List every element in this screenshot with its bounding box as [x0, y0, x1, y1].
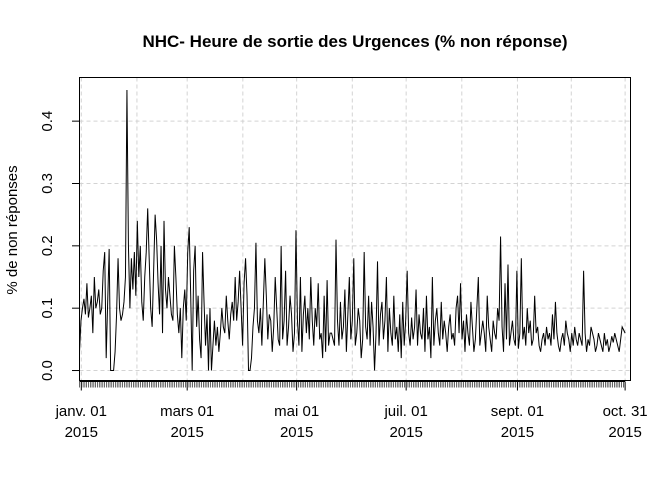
- x-tick-label-year: 2015: [389, 424, 422, 441]
- y-tick-label: 0.2: [39, 235, 56, 256]
- x-tick-label: mars 01: [160, 403, 214, 420]
- x-axis: janv. 01 2015 mars 01 2015 mai 01 2015 juil. 0…: [55, 381, 648, 441]
- x-tick-label: mai 01: [274, 403, 319, 420]
- y-tick-label: 0.0: [39, 360, 56, 381]
- x-tick-label-year: 2015: [170, 424, 203, 441]
- x-tick-label-year: 2015: [65, 424, 98, 441]
- y-axis-label: % de non réponses: [4, 165, 21, 294]
- x-tick-label: sept. 01: [491, 403, 544, 420]
- x-tick-label-year: 2015: [608, 424, 641, 441]
- x-tick-label: janv. 01: [55, 403, 107, 420]
- series-line: [79, 89, 626, 372]
- x-tick-label: oct. 31: [603, 403, 648, 420]
- x-tick-label-year: 2015: [280, 424, 313, 441]
- x-tick-label-year: 2015: [501, 424, 534, 441]
- y-tick-label: 0.4: [39, 111, 56, 132]
- x-tick-label: juil. 01: [383, 403, 427, 420]
- y-tick-label: 0.1: [39, 298, 56, 319]
- plot-frame: [79, 77, 631, 381]
- y-axis: 0.0 0.1 0.2 0.3 0.4: [39, 111, 80, 381]
- y-tick-label: 0.3: [39, 173, 56, 194]
- chart-title: NHC- Heure de sortie des Urgences (% non…: [142, 32, 567, 51]
